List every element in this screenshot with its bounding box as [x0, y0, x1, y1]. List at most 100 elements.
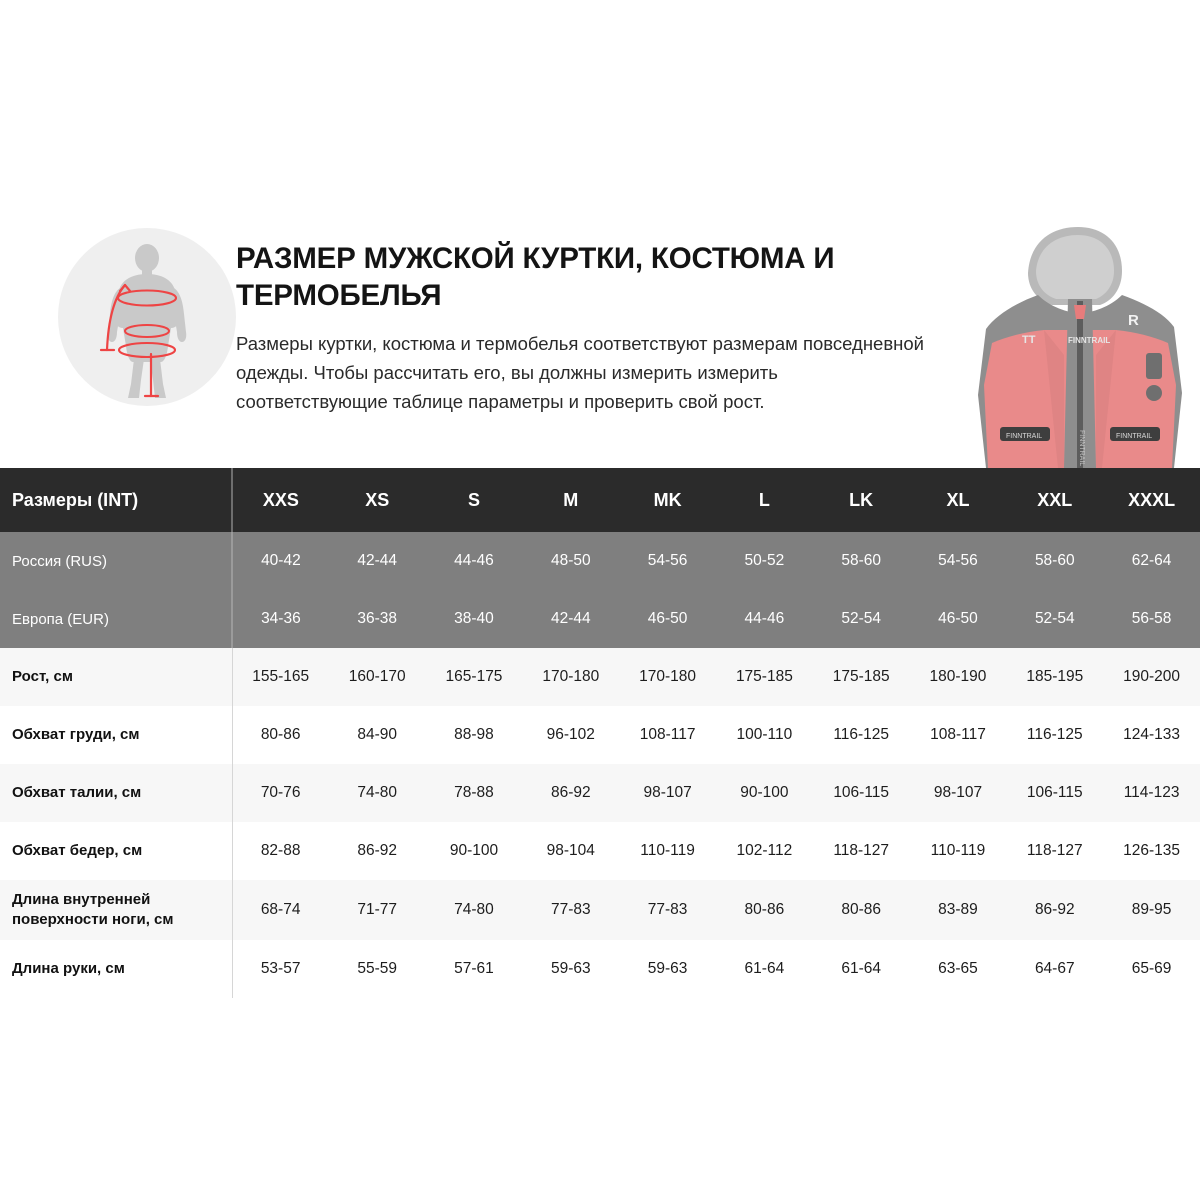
row-label-hips: Обхват бедер, см: [0, 822, 233, 880]
cell-eur-xs: 36-38: [357, 610, 398, 627]
row-label-rus: Россия (RUS): [0, 532, 233, 590]
svg-text:FINNTRAIL: FINNTRAIL: [1068, 336, 1110, 345]
cell-chest-lk: 116-125: [833, 726, 890, 743]
cell-hips-mk: 110-119: [640, 842, 695, 859]
cell-height-xl: 180-190: [929, 668, 987, 685]
cell-height-xs: 160-170: [348, 668, 406, 685]
cell-waist-xxs: 70-76: [260, 784, 301, 801]
table-header-row: Размеры (INT) XXS XS S M MK L LK XL XXL …: [0, 468, 1200, 532]
column-header-l: L: [758, 489, 770, 510]
table-row-rus: Россия (RUS) 40-42 42-44 44-46 48-50 54-…: [0, 532, 1200, 590]
cell-height-mk: 170-180: [639, 668, 697, 685]
cell-inseam-m: 77-83: [550, 901, 591, 918]
cell-hips-lk: 118-127: [833, 842, 890, 859]
cell-inseam-mk: 77-83: [647, 901, 688, 918]
cell-height-lk: 175-185: [832, 668, 890, 685]
column-header-s: S: [467, 489, 480, 510]
cell-rus-xxs: 40-42: [261, 552, 301, 569]
table-row-inseam: Длина внутренней поверхности ноги, см 68…: [0, 880, 1200, 940]
column-header-xxs: XXS: [262, 489, 299, 510]
column-header-mk: MK: [653, 489, 682, 510]
cell-rus-l: 50-52: [744, 552, 785, 569]
cell-rus-s: 44-46: [454, 552, 494, 569]
cell-hips-m: 98-104: [546, 842, 595, 859]
table-row-arm-length: Длина руки, см 53-57 55-59 57-61 59-63 5…: [0, 940, 1200, 998]
cell-arm-xxl: 64-67: [1034, 960, 1075, 977]
table-row-chest: Обхват груди, см 80-86 84-90 88-98 96-10…: [0, 706, 1200, 764]
cell-rus-xl: 54-56: [938, 552, 978, 569]
cell-waist-lk: 106-115: [833, 784, 890, 801]
row-label-height: Рост, см: [0, 648, 233, 706]
column-header-xl: XL: [946, 489, 970, 510]
table-row-height: Рост, см 155-165 160-170 165-175 170-180…: [0, 648, 1200, 706]
cell-height-l: 175-185: [735, 668, 793, 685]
cell-waist-mk: 98-107: [643, 784, 692, 801]
cell-inseam-xs: 71-77: [357, 901, 398, 918]
row-label-waist: Обхват талии, см: [0, 764, 233, 822]
cell-eur-l: 44-46: [744, 610, 785, 627]
cell-chest-xxs: 80-86: [260, 726, 301, 743]
cell-arm-lk: 61-64: [841, 960, 881, 977]
cell-rus-m: 48-50: [550, 552, 591, 569]
cell-hips-xl: 110-119: [930, 842, 986, 859]
svg-text:FINNTRAIL: FINNTRAIL: [1116, 433, 1152, 440]
cell-arm-xl: 63-65: [938, 960, 978, 977]
cell-hips-xxl: 118-127: [1026, 842, 1083, 859]
cell-height-xxl: 185-195: [1026, 668, 1084, 685]
cell-hips-l: 102-112: [736, 842, 793, 859]
row-label-eur: Европа (EUR): [0, 590, 233, 648]
cell-hips-s: 90-100: [449, 842, 499, 859]
cell-rus-xs: 42-44: [357, 552, 398, 569]
cell-arm-xxxl: 65-69: [1131, 960, 1172, 977]
cell-waist-xl: 98-107: [933, 784, 983, 801]
cell-eur-xxs: 34-36: [261, 610, 301, 627]
cell-height-xxs: 155-165: [252, 668, 310, 685]
column-header-m: M: [563, 489, 579, 510]
column-header-xxl: XXL: [1037, 489, 1073, 510]
cell-hips-xxs: 82-88: [260, 842, 301, 859]
cell-arm-l: 61-64: [744, 960, 785, 977]
column-header-xs: XS: [365, 489, 390, 510]
cell-chest-mk: 108-117: [639, 726, 696, 743]
cell-rus-xxxl: 62-64: [1131, 552, 1172, 569]
cell-hips-xxxl: 126-135: [1123, 842, 1181, 859]
cell-arm-m: 59-63: [550, 960, 591, 977]
cell-chest-m: 96-102: [546, 726, 595, 743]
cell-waist-l: 90-100: [740, 784, 789, 801]
cell-inseam-lk: 80-86: [841, 901, 881, 918]
cell-arm-xs: 55-59: [357, 960, 398, 977]
row-label-inseam: Длина внутренней поверхности ноги, см: [0, 880, 233, 940]
cell-height-m: 170-180: [542, 668, 600, 685]
cell-chest-xxl: 116-125: [1026, 726, 1083, 743]
table-row-hips: Обхват бедер, см 82-88 86-92 90-100 98-1…: [0, 822, 1200, 880]
page-description: Размеры куртки, костюма и термобелья соо…: [236, 333, 924, 412]
cell-eur-lk: 52-54: [841, 610, 881, 627]
svg-text:TT: TT: [1022, 334, 1036, 346]
cell-waist-xs: 74-80: [357, 784, 398, 801]
cell-eur-m: 42-44: [550, 610, 591, 627]
cell-inseam-l: 80-86: [744, 901, 785, 918]
cell-eur-xxxl: 56-58: [1131, 610, 1172, 627]
intro-section: РАЗМЕР МУЖСКОЙ КУРТКИ, КОСТЮМА И ТЕРМОБЕ…: [0, 215, 1200, 468]
row-label-chest: Обхват груди, см: [0, 706, 233, 764]
cell-chest-xl: 108-117: [930, 726, 986, 743]
table-row-waist: Обхват талии, см 70-76 74-80 78-88 86-92…: [0, 764, 1200, 822]
cell-inseam-xxl: 86-92: [1034, 901, 1075, 918]
svg-text:R: R: [1128, 312, 1139, 329]
cell-chest-xs: 84-90: [357, 726, 398, 743]
table-row-eur: Европа (EUR) 34-36 36-38 38-40 42-44 46-…: [0, 590, 1200, 648]
column-header-lk: LK: [849, 489, 874, 510]
cell-chest-xxxl: 124-133: [1123, 726, 1181, 743]
cell-inseam-xxxl: 89-95: [1131, 901, 1172, 918]
row-label-arm-length: Длина руки, см: [0, 940, 233, 998]
page-title: РАЗМЕР МУЖСКОЙ КУРТКИ, КОСТЮМА И ТЕРМОБЕ…: [236, 242, 835, 312]
cell-height-xxxl: 190-200: [1123, 668, 1181, 685]
mens-jacket-photo: TT FINNTRAIL R FINNTRAIL FINNTRAIL FINNT…: [960, 215, 1200, 468]
cell-waist-s: 78-88: [454, 784, 494, 801]
body-measurement-diagram-icon: [58, 228, 236, 406]
cell-arm-mk: 59-63: [647, 960, 688, 977]
cell-height-s: 165-175: [445, 668, 503, 685]
cell-arm-s: 57-61: [454, 960, 494, 977]
cell-inseam-xxs: 68-74: [260, 901, 301, 918]
